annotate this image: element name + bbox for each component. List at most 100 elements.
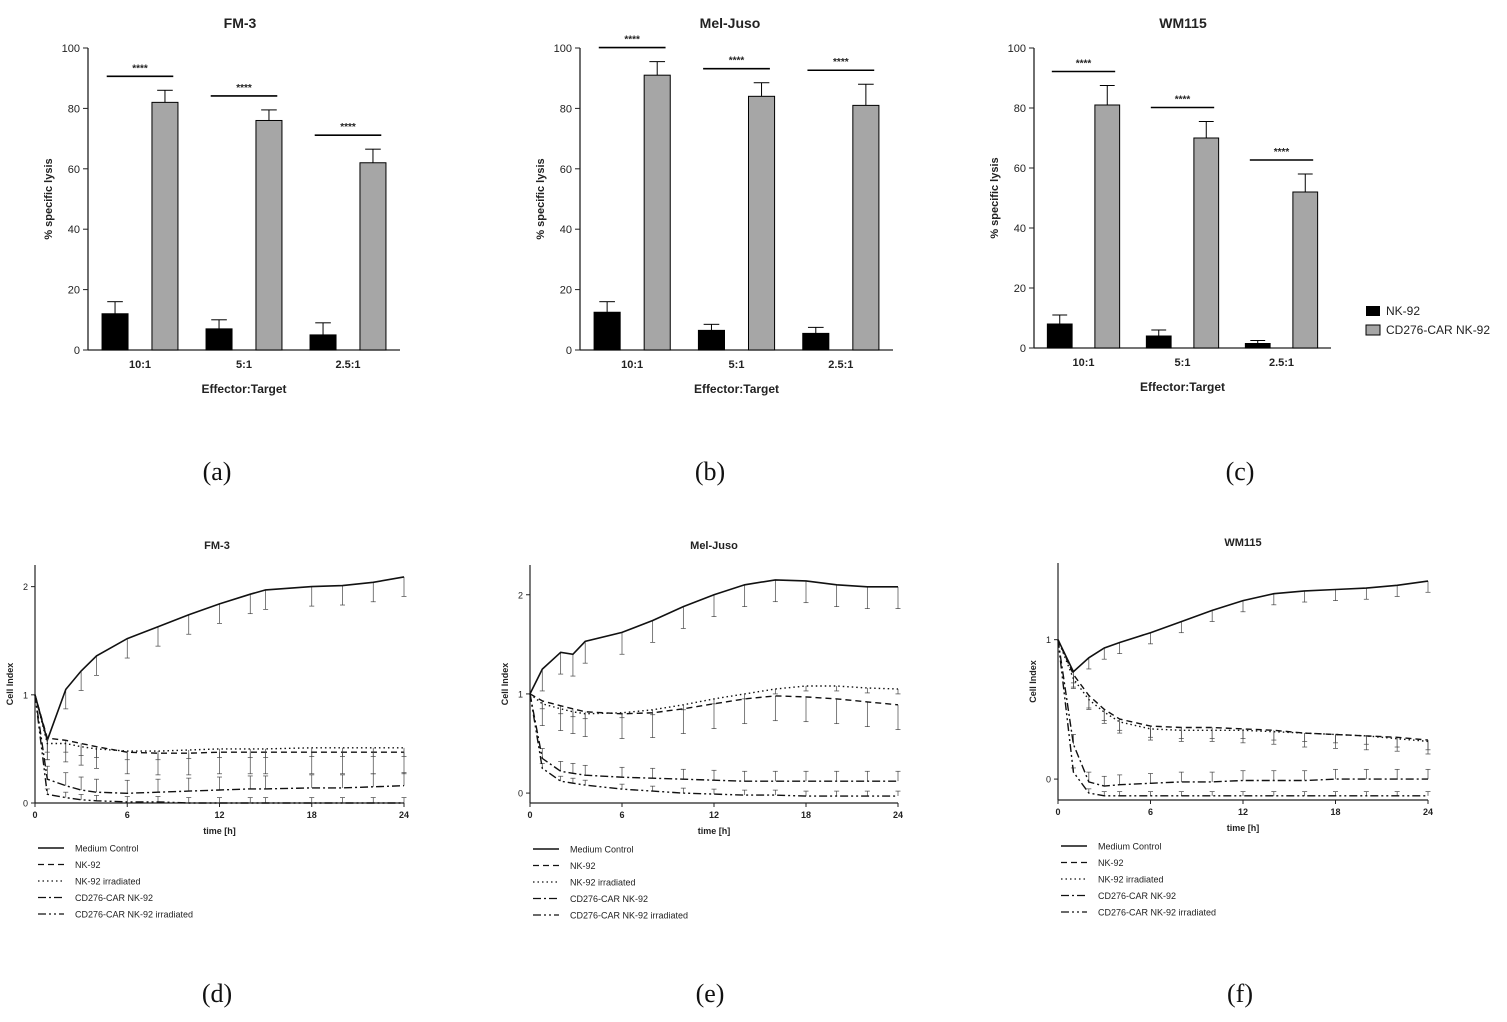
x-tick-label: 0 bbox=[527, 810, 532, 820]
legend-label: NK-92 irradiated bbox=[1098, 875, 1164, 885]
y-tick-label: 0 bbox=[23, 799, 28, 809]
panel-label-c: (c) bbox=[1226, 457, 1255, 486]
x-tick-label: 12 bbox=[1238, 807, 1248, 817]
x-tick-label: 12 bbox=[214, 810, 224, 820]
x-tick-label: 5:1 bbox=[236, 359, 252, 371]
y-tick-label: 2 bbox=[23, 582, 28, 592]
series-line bbox=[529, 579, 898, 695]
x-tick-label: 6 bbox=[619, 810, 624, 820]
legend-label: Medium Control bbox=[75, 844, 139, 854]
legend-label: CD276-CAR NK-92 irradiated bbox=[570, 911, 688, 921]
legend-label: NK-92 bbox=[75, 860, 101, 870]
significance-label: **** bbox=[340, 122, 356, 133]
x-tick-label: 2.5:1 bbox=[828, 359, 853, 371]
x-tick-label: 10:1 bbox=[1072, 357, 1094, 369]
x-tick-label: 2.5:1 bbox=[335, 359, 360, 371]
x-tick-label: 24 bbox=[893, 810, 903, 820]
legend-swatch-car bbox=[1365, 324, 1381, 336]
chart-title: FM-3 bbox=[224, 15, 257, 31]
bar-nk92 bbox=[1046, 323, 1073, 349]
bar-nk92 bbox=[309, 334, 337, 351]
bar-legend: NK-92 CD276-CAR NK-92 bbox=[1365, 304, 1490, 337]
chart-title: Mel-Juso bbox=[700, 15, 761, 31]
significance-label: **** bbox=[132, 63, 148, 74]
y-tick-label: 0 bbox=[518, 789, 523, 799]
y-tick-label: 1 bbox=[1046, 635, 1051, 645]
x-tick-label: 18 bbox=[307, 810, 317, 820]
y-axis-label: Cell Index bbox=[1028, 660, 1038, 703]
significance-label: **** bbox=[236, 83, 252, 94]
significance-label: **** bbox=[1175, 95, 1191, 106]
bar-nk92 bbox=[593, 311, 621, 351]
bar-car bbox=[359, 162, 387, 351]
bar-nk92 bbox=[205, 328, 233, 351]
series-line bbox=[34, 694, 404, 804]
legend-label: CD276-CAR NK-92 irradiated bbox=[75, 910, 193, 920]
significance-label: **** bbox=[729, 56, 745, 67]
bar-car bbox=[1292, 191, 1319, 349]
y-tick-label: 40 bbox=[560, 224, 572, 236]
x-axis-label: Effector:Target bbox=[694, 382, 779, 396]
y-tick-label: 80 bbox=[560, 103, 572, 115]
series-line bbox=[529, 685, 899, 715]
chart-title: WM115 bbox=[1159, 15, 1207, 31]
x-tick-label: 18 bbox=[1330, 807, 1340, 817]
y-tick-label: 1 bbox=[518, 689, 523, 699]
x-tick-label: 5:1 bbox=[729, 359, 745, 371]
x-tick-label: 0 bbox=[32, 810, 37, 820]
y-tick-label: 20 bbox=[1014, 283, 1026, 295]
y-tick-label: 0 bbox=[566, 345, 572, 357]
y-axis-label: % specific lysis bbox=[989, 157, 1001, 238]
y-tick-label: 100 bbox=[62, 43, 80, 55]
bar-car bbox=[747, 95, 776, 351]
legend-swatch-nk92 bbox=[1366, 306, 1380, 316]
y-tick-label: 20 bbox=[560, 285, 572, 297]
y-axis-label: Cell Index bbox=[500, 663, 510, 706]
line-chart-2: WM115 0 1 0 6 12 18 24 Cell Index time [h] Medium … bbox=[1028, 537, 1433, 918]
legend-label: NK-92 bbox=[570, 861, 596, 871]
legend-label: Medium Control bbox=[1098, 842, 1162, 852]
panel-label-d: (d) bbox=[202, 979, 232, 1008]
series-line bbox=[529, 693, 898, 797]
x-axis-label: time [h] bbox=[203, 826, 236, 836]
panel-label-e: (e) bbox=[696, 979, 725, 1008]
series-line bbox=[1057, 639, 1428, 787]
chart-title: FM-3 bbox=[204, 540, 230, 552]
y-tick-label: 40 bbox=[68, 224, 80, 236]
y-tick-label: 0 bbox=[1020, 343, 1026, 355]
x-tick-label: 24 bbox=[399, 810, 409, 820]
series-line bbox=[529, 693, 898, 782]
legend-label: NK-92 bbox=[1098, 858, 1124, 868]
significance-label: **** bbox=[624, 35, 640, 46]
x-tick-label: 2.5:1 bbox=[1269, 357, 1294, 369]
bar-car bbox=[643, 74, 671, 351]
series-line bbox=[34, 694, 404, 752]
series-line bbox=[1057, 639, 1428, 797]
legend-label-nk92: NK-92 bbox=[1386, 304, 1420, 318]
panel-label-a: (a) bbox=[203, 457, 232, 486]
series-line bbox=[1057, 639, 1429, 743]
x-axis-label: Effector:Target bbox=[201, 382, 286, 396]
y-tick-label: 60 bbox=[560, 164, 572, 176]
bar-nk92 bbox=[802, 332, 830, 351]
x-tick-label: 10:1 bbox=[129, 359, 151, 371]
series-line bbox=[34, 576, 405, 743]
bar-nk92 bbox=[697, 329, 726, 351]
legend-label: NK-92 irradiated bbox=[570, 878, 636, 888]
y-tick-label: 20 bbox=[68, 285, 80, 297]
bar-car bbox=[255, 119, 283, 351]
legend-label: Medium Control bbox=[570, 845, 634, 855]
y-tick-label: 100 bbox=[1008, 43, 1026, 55]
y-tick-label: 80 bbox=[68, 103, 80, 115]
y-tick-label: 0 bbox=[74, 345, 80, 357]
series-line bbox=[1057, 580, 1429, 674]
x-axis-label: time [h] bbox=[698, 826, 731, 836]
x-tick-label: 5:1 bbox=[1175, 357, 1191, 369]
bar-chart-0: FM-3 0 20 40 60 80 100 % specific lysis Effector… bbox=[43, 15, 400, 396]
chart-title: WM115 bbox=[1224, 537, 1261, 549]
significance-label: **** bbox=[1274, 147, 1290, 158]
